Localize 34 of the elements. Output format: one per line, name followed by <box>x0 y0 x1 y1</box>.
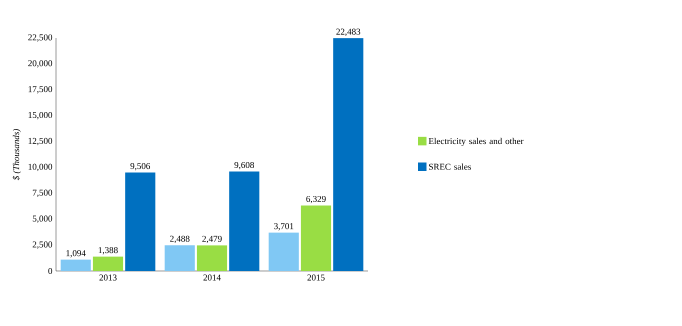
bar <box>164 245 195 271</box>
data-label: 9,506 <box>130 163 150 170</box>
legend-label: SREC sales <box>429 163 472 170</box>
data-label: 22,483 <box>336 28 360 36</box>
bar <box>229 172 260 271</box>
bar <box>196 245 228 271</box>
bar <box>268 232 299 271</box>
bar <box>60 260 91 271</box>
x-tick-label: 2015 <box>307 274 325 281</box>
bar <box>333 38 364 271</box>
y-tick-label: 10,000 <box>28 164 52 172</box>
data-label: 6,329 <box>306 196 326 204</box>
legend-label: Electricity sales and other <box>428 138 524 146</box>
y-axis-title: $ (Thousands) <box>12 129 21 180</box>
data-label: 2,488 <box>170 236 190 244</box>
y-tick-label: 0 <box>48 268 52 274</box>
y-tick-label: 15,000 <box>28 112 52 120</box>
x-tick-label: 2013 <box>99 274 117 281</box>
y-tick-label: 2,500 <box>32 241 52 249</box>
bar <box>92 256 124 271</box>
x-tick-label: 2014 <box>203 274 221 281</box>
bar <box>300 205 332 271</box>
y-tick-label: 22,500 <box>28 34 52 42</box>
data-label: 1,388 <box>98 247 118 254</box>
data-label: 9,608 <box>234 162 254 170</box>
y-tick-label: 7,500 <box>32 190 52 197</box>
y-tick-label: 20,000 <box>28 60 52 68</box>
y-tick-label: 5,000 <box>32 216 52 223</box>
data-label: 1,094 <box>66 250 86 258</box>
bar <box>125 172 156 271</box>
data-label: 2,479 <box>202 236 222 244</box>
data-label: 3,701 <box>274 223 294 230</box>
y-tick-label: 17,500 <box>28 86 52 94</box>
y-tick-label: 12,500 <box>28 138 52 146</box>
